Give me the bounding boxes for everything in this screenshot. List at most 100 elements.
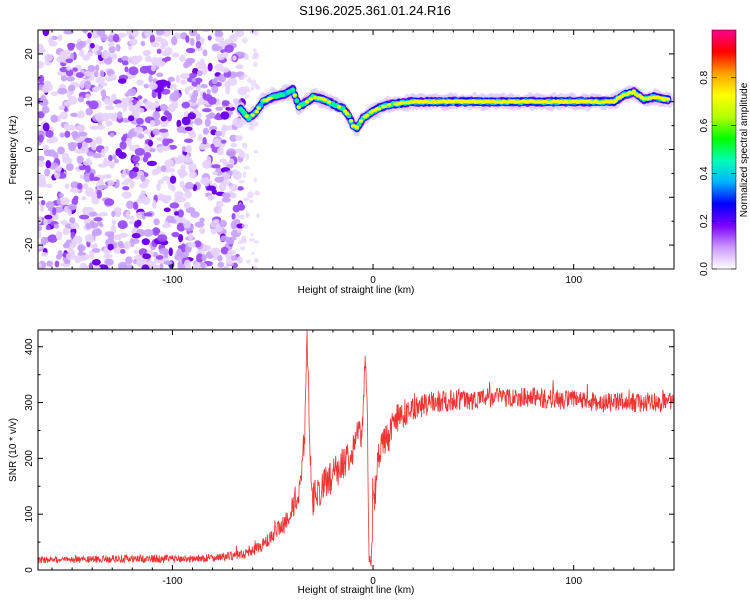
spectrogram-noise-blob xyxy=(146,160,157,167)
snr-plot-area xyxy=(38,330,674,567)
spectrogram-noise-blob xyxy=(162,30,171,37)
spectrogram-noise-blob xyxy=(125,256,133,265)
colorbar-tick-label: 0.8 xyxy=(699,70,710,84)
spectrogram-noise-blob xyxy=(98,45,104,51)
spectrogram-noise-blob xyxy=(248,124,255,131)
spectrogram-noise-blob xyxy=(76,155,84,165)
spectrogram-noise-blob xyxy=(131,232,141,239)
spectrogram-noise-blob xyxy=(149,34,156,44)
spectrogram-noise-blob xyxy=(143,83,149,89)
spectrogram-noise-blob xyxy=(99,82,108,87)
spectrogram-noise-blob xyxy=(194,117,203,126)
spectrogram-ridge-cell xyxy=(401,101,406,105)
spectrogram-noise-blob xyxy=(194,221,205,228)
spectrogram-noise-blob xyxy=(117,240,124,247)
spectrogram-noise-blob xyxy=(252,121,259,127)
snr-x-tick-label: 100 xyxy=(565,576,582,587)
spectrogram-y-axis-title: Frequency (Hz) xyxy=(8,116,19,185)
spectrogram-noise-blob xyxy=(181,101,190,109)
spectrogram-noise-blob xyxy=(106,174,112,179)
spectrogram-noise-blob xyxy=(107,232,115,242)
spectrogram-noise-blob xyxy=(190,211,200,218)
spectrogram-noise-blob xyxy=(45,160,52,169)
spectrogram-y-tick-label: 10 xyxy=(24,96,35,108)
spectrogram-noise-blob xyxy=(183,157,193,164)
spectrogram-ridge-cell xyxy=(296,105,301,109)
colorbar-tick-label: 0.0 xyxy=(699,262,710,276)
spectrogram-noise-blob xyxy=(178,234,184,243)
spectrogram-noise-blob xyxy=(213,205,223,215)
spectrogram-noise-blob xyxy=(196,69,203,77)
spectrogram-noise-blob xyxy=(138,182,149,189)
spectrogram-noise-blob xyxy=(189,30,198,37)
spectrogram-noise-blob xyxy=(137,133,145,139)
spectrogram-noise-blob xyxy=(150,261,157,268)
spectrogram-noise-blob xyxy=(238,118,245,126)
spectrogram-noise-blob xyxy=(105,120,113,127)
spectrogram-ridge-cell xyxy=(342,109,348,113)
spectrogram-noise-blob xyxy=(88,100,99,110)
spectrogram-noise-blob xyxy=(188,163,197,172)
colorbar: 0.0 0.2 0.4 0.6 0.8 Normalized spectral ampl… xyxy=(699,29,750,276)
spectrogram-noise-blob xyxy=(62,242,70,249)
spectrogram-noise-blob xyxy=(98,212,109,217)
spectrogram-noise-blob xyxy=(57,87,68,95)
spectrogram-x-axis-title: Height of straight line (km) xyxy=(298,285,415,296)
spectrogram-noise-blob xyxy=(161,175,171,181)
spectrogram-noise-blob xyxy=(237,137,243,141)
spectrogram-noise-blob xyxy=(78,131,88,137)
spectrogram-noise-blob xyxy=(225,164,234,169)
spectrogram-noise-blob xyxy=(84,80,92,90)
colorbar-tick-label: 0.2 xyxy=(699,214,710,228)
spectrogram-noise-blob xyxy=(121,181,129,186)
spectrogram-noise-blob xyxy=(169,83,177,90)
spectrogram-noise-blob xyxy=(169,175,177,184)
spectrogram-noise-blob xyxy=(243,197,250,201)
spectrogram-noise-blob xyxy=(160,115,168,122)
spectrogram-noise-blob xyxy=(62,157,73,164)
spectrogram-x-tick-label: -100 xyxy=(162,275,182,286)
spectrogram-noise-blob xyxy=(63,258,71,264)
spectrogram-noise-blob xyxy=(137,95,143,100)
spectrogram-noise-blob xyxy=(241,223,249,229)
spectrogram-noise-blob xyxy=(117,151,127,159)
spectrogram-noise-blob xyxy=(253,30,259,37)
spectrogram-noise-blob xyxy=(117,78,127,84)
spectrogram-noise-blob xyxy=(213,46,223,51)
spectrogram-noise-blob xyxy=(171,52,180,58)
spectrogram-noise-blob xyxy=(66,75,75,82)
spectrogram-noise-blob xyxy=(86,51,93,57)
spectrogram-noise-blob xyxy=(117,111,123,120)
spectrogram-ridge-cell xyxy=(326,100,332,104)
spectrogram-noise-blob xyxy=(237,186,244,191)
spectrogram-ridge-cell xyxy=(322,98,328,102)
spectrogram-noise-blob xyxy=(132,201,139,210)
spectrogram-noise-blob xyxy=(46,138,54,144)
spectrogram-noise-blob xyxy=(90,192,98,199)
spectrogram-noise-blob xyxy=(227,170,233,175)
spectrogram-noise-blob xyxy=(229,193,237,199)
spectrogram-noise-blob xyxy=(183,219,191,229)
spectrogram-noise-blob xyxy=(250,251,255,256)
spectrogram-noise-blob xyxy=(180,73,190,80)
spectrogram-noise-blob xyxy=(167,183,175,190)
spectrogram-noise-blob xyxy=(44,168,51,177)
spectrogram-noise-blob xyxy=(133,249,139,254)
spectrogram-noise-blob xyxy=(188,232,193,241)
spectrogram-ridge-cell xyxy=(286,89,292,94)
spectrogram-noise-blob xyxy=(45,129,54,138)
spectrogram-noise-blob xyxy=(96,124,106,130)
spectrogram-noise-blob xyxy=(218,73,227,83)
spectrogram-noise-blob xyxy=(141,238,150,246)
spectrogram-noise-blob xyxy=(247,77,252,84)
spectrogram-noise-blob xyxy=(225,85,231,95)
spectrogram-ridge-cell xyxy=(254,110,259,114)
spectrogram-noise-blob xyxy=(47,149,57,157)
spectrogram-noise-blob xyxy=(160,165,167,173)
spectrogram-noise-blob xyxy=(143,228,154,237)
spectrogram-noise-blob xyxy=(250,86,255,91)
spectrogram-noise-blob xyxy=(143,212,153,217)
spectrogram-noise-blob xyxy=(38,229,42,239)
spectrogram-noise-blob xyxy=(136,79,144,86)
